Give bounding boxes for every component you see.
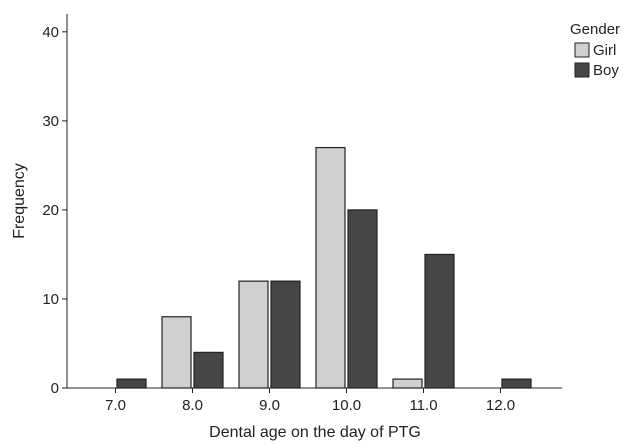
legend: Gender Girl Boy bbox=[570, 21, 620, 79]
bar-girl-10.0 bbox=[315, 146, 346, 389]
x-axis-title: Dental age on the day of PTG bbox=[209, 424, 421, 441]
x-tick-label: 9.0 bbox=[259, 397, 280, 414]
x-tick-label: 11.0 bbox=[409, 397, 437, 414]
y-tick-label: 20 bbox=[42, 202, 59, 219]
bar-boy-12.0 bbox=[501, 378, 532, 389]
y-tick-label: 0 bbox=[51, 380, 59, 397]
bar-girl-11.0 bbox=[392, 378, 423, 389]
bar-boy-10.0 bbox=[347, 209, 378, 389]
legend-label-girl: Girl bbox=[593, 42, 616, 59]
legend-items: Girl Boy bbox=[574, 42, 619, 79]
x-tick-label: 7.0 bbox=[105, 397, 126, 414]
y-tick-label: 30 bbox=[42, 113, 59, 130]
legend-swatch-boy bbox=[574, 62, 590, 78]
legend-title: Gender bbox=[570, 21, 620, 38]
bar-boy-9.0 bbox=[270, 280, 301, 389]
y-tick-label: 10 bbox=[42, 291, 59, 308]
axes-group bbox=[66, 14, 562, 389]
x-tick-label: 8.0 bbox=[182, 397, 203, 414]
y-tick-label: 40 bbox=[42, 24, 59, 41]
legend-label-boy: Boy bbox=[593, 62, 619, 79]
y-axis-title: Frequency bbox=[11, 163, 28, 239]
x-tick-label: 12.0 bbox=[486, 397, 515, 414]
bar-boy-8.0 bbox=[193, 351, 224, 389]
x-ticks-group: 7.0 8.0 9.0 10.0 11.0 12.0 bbox=[105, 388, 515, 414]
bar-boy-7.0 bbox=[116, 378, 147, 389]
bar-boy-11.0 bbox=[424, 253, 455, 389]
bars-group bbox=[116, 146, 532, 389]
x-tick-label: 10.0 bbox=[332, 397, 361, 414]
bar-girl-8.0 bbox=[161, 316, 192, 389]
bar-girl-9.0 bbox=[238, 280, 269, 389]
legend-swatch-girl bbox=[574, 42, 590, 58]
y-ticks-group: 0 10 20 30 40 bbox=[42, 24, 67, 397]
